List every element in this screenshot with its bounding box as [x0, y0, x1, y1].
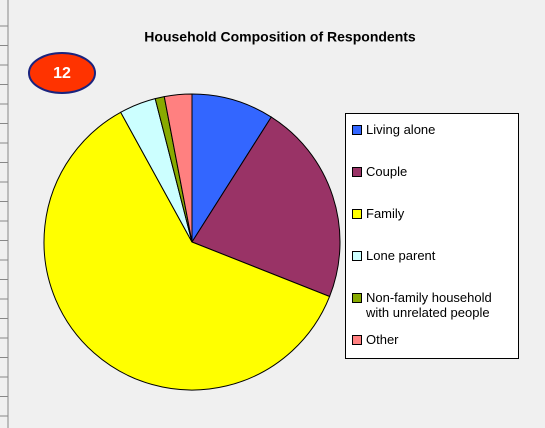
legend-label: Couple	[366, 164, 408, 179]
legend-swatch	[352, 335, 362, 345]
pie-slice	[43, 111, 331, 391]
legend-swatch	[352, 293, 362, 303]
legend-swatch	[352, 209, 362, 219]
legend-entry: Family	[352, 206, 514, 221]
badge	[28, 52, 96, 94]
pie-slice	[191, 93, 272, 244]
pie-slice	[163, 93, 193, 243]
legend-entry: Non-family household with unrelated peop…	[352, 290, 514, 320]
legend-entry: Couple	[352, 164, 514, 179]
legend-entry: Other	[352, 332, 514, 347]
legend-label: Lone parent	[366, 248, 436, 263]
legend-swatch	[352, 167, 362, 177]
legend-label: Other	[366, 332, 399, 347]
legend-swatch	[352, 125, 362, 135]
legend-label: Non-family household with unrelated peop…	[366, 290, 492, 320]
chart-title: Household Composition of Respondents	[144, 29, 416, 45]
legend-entry: Lone parent	[352, 248, 514, 263]
badge-label: 12	[53, 65, 71, 82]
legend: Living alone Couple Family Lone parent Non-f…	[345, 113, 519, 359]
legend-label: Family	[366, 206, 405, 221]
legend-swatch	[352, 251, 362, 261]
legend-label: Living alone	[366, 122, 436, 137]
pie-slice	[191, 116, 341, 298]
legend-entry: Living alone	[352, 122, 514, 137]
